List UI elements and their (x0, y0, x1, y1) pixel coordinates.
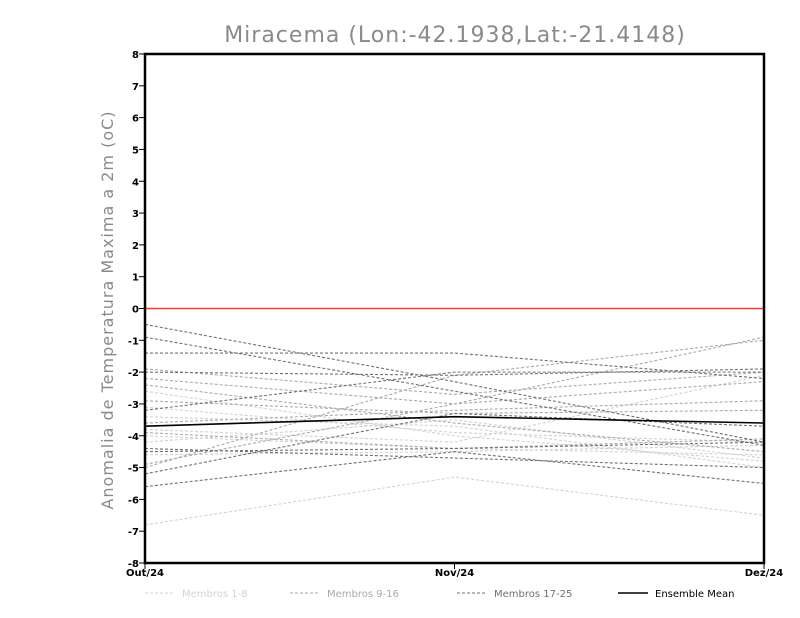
member-line-22 (144, 447, 765, 469)
member-line-17 (144, 323, 765, 443)
y-tick-label: -2 (128, 368, 139, 379)
member-line-25 (144, 441, 765, 453)
legend: Membros 1-8 Membros 9-16 Membros 17-25 Ense… (145, 589, 734, 600)
y-tick-label: -5 (128, 464, 139, 475)
y-tick-label: 5 (132, 145, 139, 156)
legend-label: Membros 17-25 (494, 589, 572, 600)
member-line-1 (144, 476, 765, 526)
legend-label: Membros 9-16 (327, 589, 399, 600)
member-line-19 (145, 352, 765, 380)
y-tick-label: -7 (128, 527, 139, 538)
y-tick-label: 6 (132, 114, 139, 125)
y-axis-label: Anomalia de Temperatura Maxima a 2m (oC) (98, 110, 117, 509)
member-line-20 (144, 368, 765, 376)
series-lines (144, 323, 765, 526)
y-tick-label: -3 (128, 400, 139, 411)
plot-frame (143, 52, 766, 565)
x-tick-label: Dez/24 (745, 568, 784, 579)
y-tick-label: 3 (132, 209, 139, 220)
legend-label: Ensemble Mean (655, 589, 734, 600)
x-tick-label: Nov/24 (435, 568, 474, 579)
member-line-6 (144, 416, 765, 469)
y-tick-label: -6 (128, 495, 139, 506)
member-line-23 (144, 412, 765, 475)
y-tick-label: -8 (128, 559, 139, 570)
member-line-5 (144, 444, 765, 456)
member-line-12 (144, 400, 765, 415)
member-line-14 (144, 384, 765, 453)
y-tick-label: 7 (132, 82, 139, 93)
x-axis-ticks: Out/24 Nov/24 Dez/24 (126, 563, 783, 579)
chart-title: Miracema (Lon:-42.1938,Lat:-21.4148) (224, 23, 686, 48)
y-tick-label: 4 (132, 177, 139, 188)
member-line-3 (144, 374, 765, 443)
ensemble-mean-line (144, 415, 765, 428)
member-line-13 (144, 432, 765, 450)
member-line-24 (144, 451, 765, 488)
y-tick-label: 0 (132, 305, 139, 316)
y-tick-label: -1 (128, 336, 139, 347)
y-tick-label: 8 (132, 50, 139, 61)
member-line-16 (144, 381, 765, 465)
member-line-4 (144, 390, 765, 462)
y-axis-ticks: -8 -7 -6 -5 -4 -3 -2 -1 0 1 2 3 4 5 6 7 8 (128, 50, 145, 570)
member-line-7 (144, 419, 765, 459)
y-tick-label: 1 (132, 273, 139, 284)
y-tick-label: 2 (132, 241, 139, 252)
x-tick-label: Out/24 (126, 568, 164, 579)
legend-label: Membros 1-8 (182, 589, 248, 600)
member-line-2 (144, 435, 765, 456)
y-tick-label: -4 (128, 432, 139, 443)
member-line-8 (144, 406, 765, 443)
member-line-15 (144, 368, 765, 395)
member-line-10 (144, 339, 765, 469)
member-line-21 (144, 371, 764, 411)
member-line-11 (144, 400, 765, 424)
